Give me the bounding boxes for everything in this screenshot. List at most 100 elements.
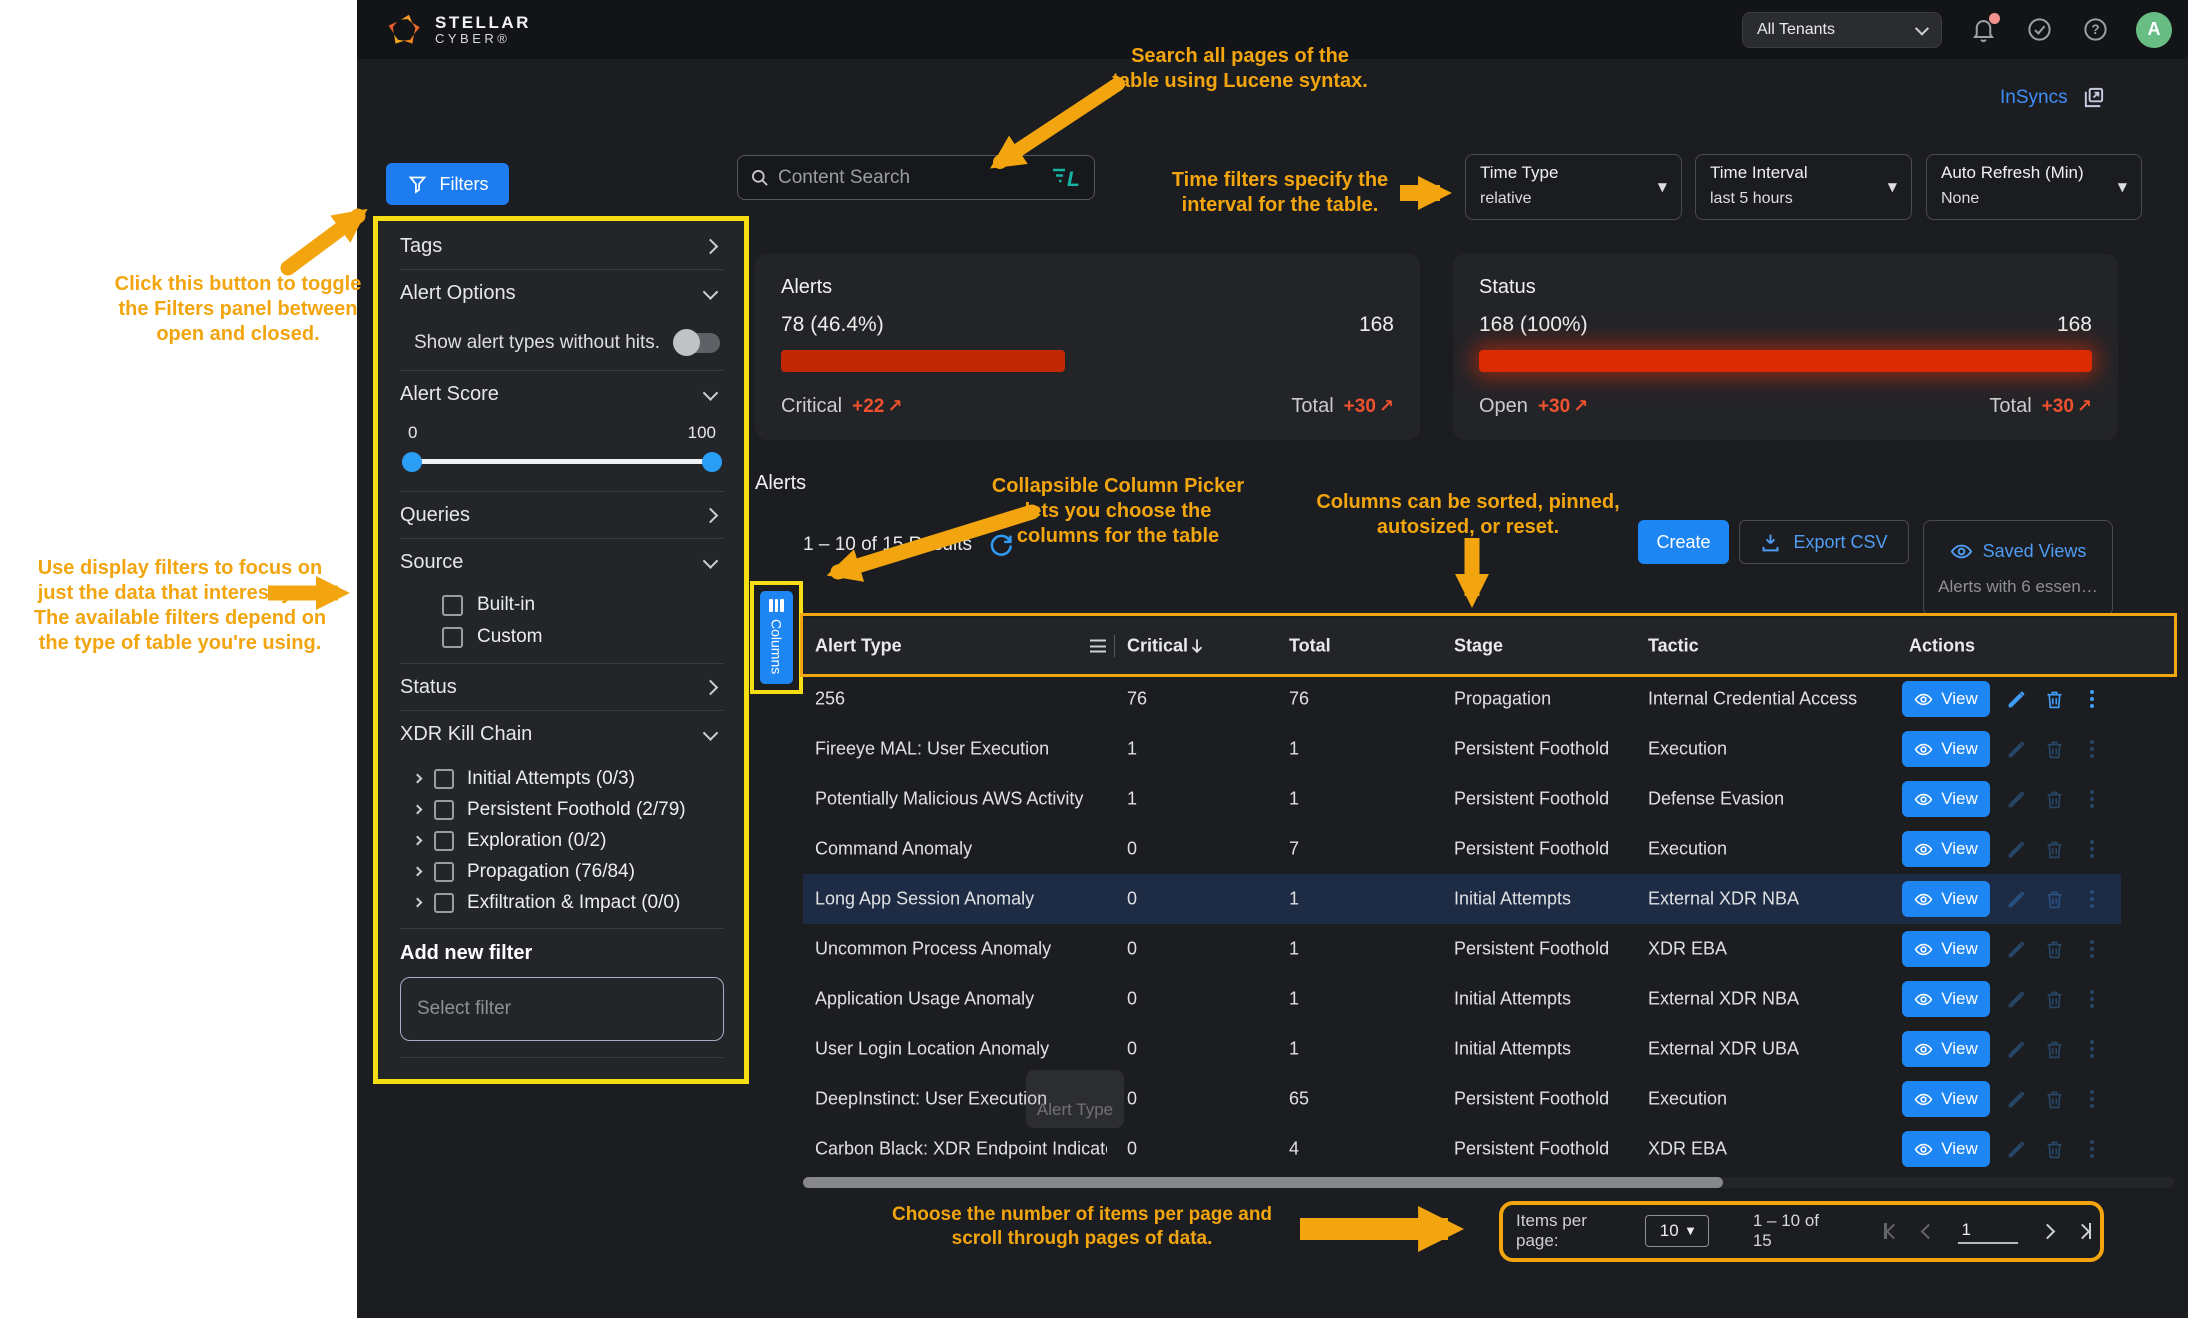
view-button[interactable]: View: [1902, 881, 1990, 917]
filter-section-status[interactable]: Status: [400, 664, 724, 710]
checkbox[interactable]: [434, 768, 454, 789]
source-option[interactable]: Custom: [442, 621, 724, 653]
saved-views-button[interactable]: Saved Views Alerts with 6 essen…: [1923, 520, 2113, 616]
expand-chevron-icon[interactable]: [412, 866, 423, 877]
checkbox[interactable]: [434, 892, 454, 913]
tasks-check-icon[interactable]: [2024, 15, 2054, 45]
table-row[interactable]: Fireeye MAL: User Execution 1 1 Persiste…: [803, 724, 2174, 774]
view-button[interactable]: View: [1902, 1031, 1990, 1067]
kill-chain-item[interactable]: Exploration (0/2): [412, 825, 724, 856]
more-actions-icon[interactable]: [2080, 787, 2104, 811]
table-row[interactable]: DeepInstinct: User Execution 0 65 Persis…: [803, 1074, 2174, 1124]
time-interval-select[interactable]: Time Interval last 5 hours ▼: [1695, 154, 1912, 220]
external-link-icon[interactable]: [2082, 86, 2105, 109]
create-button[interactable]: Create: [1638, 520, 1729, 564]
edit-pencil-icon[interactable]: [2004, 987, 2028, 1011]
insyncs-link[interactable]: InSyncs: [2000, 86, 2068, 108]
checkbox[interactable]: [442, 594, 463, 616]
filter-section-tags[interactable]: Tags: [400, 223, 724, 269]
table-row[interactable]: Application Usage Anomaly 0 1 Initial At…: [803, 974, 2174, 1024]
user-avatar[interactable]: A: [2136, 11, 2172, 48]
page-number-input[interactable]: [1957, 1218, 2018, 1244]
slider-handle-max[interactable]: [702, 451, 722, 472]
filter-section-queries[interactable]: Queries: [400, 492, 724, 538]
filter-section-alert-score[interactable]: Alert Score: [400, 371, 724, 417]
edit-pencil-icon[interactable]: [2004, 737, 2028, 761]
more-actions-icon[interactable]: [2080, 1037, 2104, 1061]
checkbox[interactable]: [434, 799, 454, 820]
edit-pencil-icon[interactable]: [2004, 1137, 2028, 1161]
checkbox[interactable]: [442, 626, 463, 648]
checkbox[interactable]: [434, 861, 454, 882]
delete-trash-icon[interactable]: [2042, 1087, 2066, 1111]
more-actions-icon[interactable]: [2080, 837, 2104, 861]
horizontal-scrollbar-thumb[interactable]: [803, 1177, 1723, 1188]
edit-pencil-icon[interactable]: [2004, 1087, 2028, 1111]
column-header-critical[interactable]: Critical: [1127, 635, 1189, 656]
items-per-page-select[interactable]: 10 ▼: [1645, 1215, 1709, 1247]
column-menu-icon[interactable]: [1090, 639, 1106, 653]
table-row[interactable]: Potentially Malicious AWS Activity 1 1 P…: [803, 774, 2174, 824]
more-actions-icon[interactable]: [2080, 987, 2104, 1011]
more-actions-icon[interactable]: [2080, 687, 2104, 711]
view-button[interactable]: View: [1902, 681, 1990, 717]
expand-chevron-icon[interactable]: [412, 897, 423, 908]
kill-chain-item[interactable]: Persistent Foothold (2/79): [412, 794, 724, 825]
view-button[interactable]: View: [1902, 931, 1990, 967]
table-row[interactable]: Command Anomaly 0 7 Persistent Foothold …: [803, 824, 2174, 874]
delete-trash-icon[interactable]: [2042, 737, 2066, 761]
expand-chevron-icon[interactable]: [412, 804, 423, 815]
table-row[interactable]: Uncommon Process Anomaly 0 1 Persistent …: [803, 924, 2174, 974]
kill-chain-item[interactable]: Propagation (76/84): [412, 856, 724, 887]
more-actions-icon[interactable]: [2080, 737, 2104, 761]
delete-trash-icon[interactable]: [2042, 687, 2066, 711]
table-row[interactable]: Long App Session Anomaly 0 1 Initial Att…: [803, 874, 2174, 924]
delete-trash-icon[interactable]: [2042, 787, 2066, 811]
filters-toggle-button[interactable]: Filters: [386, 163, 509, 205]
kill-chain-item[interactable]: Exfiltration & Impact (0/0): [412, 887, 724, 918]
expand-chevron-icon[interactable]: [412, 835, 423, 846]
delete-trash-icon[interactable]: [2042, 887, 2066, 911]
view-button[interactable]: View: [1902, 1131, 1990, 1167]
delete-trash-icon[interactable]: [2042, 1137, 2066, 1161]
previous-page-button[interactable]: [1920, 1223, 1936, 1239]
filter-section-alert-options[interactable]: Alert Options: [400, 270, 724, 316]
column-header-alert-type[interactable]: Alert Type: [815, 635, 902, 656]
sort-desc-icon[interactable]: [1187, 636, 1207, 656]
export-csv-button[interactable]: Export CSV: [1739, 520, 1909, 564]
view-button[interactable]: View: [1902, 781, 1990, 817]
more-actions-icon[interactable]: [2080, 1137, 2104, 1161]
view-button[interactable]: View: [1902, 981, 1990, 1017]
column-header-total[interactable]: Total: [1289, 635, 1331, 656]
select-filter-input[interactable]: [400, 977, 724, 1041]
table-row[interactable]: Carbon Black: XDR Endpoint Indicato 0 4 …: [803, 1124, 2174, 1174]
filter-section-xdr-kill-chain[interactable]: XDR Kill Chain: [400, 711, 724, 757]
next-page-button[interactable]: [2039, 1223, 2055, 1239]
more-actions-icon[interactable]: [2080, 937, 2104, 961]
help-icon[interactable]: ?: [2080, 15, 2110, 45]
auto-refresh-select[interactable]: Auto Refresh (Min) None ▼: [1926, 154, 2142, 220]
edit-pencil-icon[interactable]: [2004, 1037, 2028, 1061]
last-page-button[interactable]: [2074, 1223, 2092, 1239]
tenant-selector[interactable]: All Tenants: [1742, 11, 1942, 48]
delete-trash-icon[interactable]: [2042, 837, 2066, 861]
column-header-stage[interactable]: Stage: [1454, 635, 1504, 656]
filter-section-source[interactable]: Source: [400, 539, 724, 585]
kill-chain-item[interactable]: Initial Attempts (0/3): [412, 763, 724, 794]
horizontal-scrollbar-track[interactable]: [803, 1177, 2174, 1188]
show-alert-types-toggle[interactable]: [673, 329, 720, 356]
more-actions-icon[interactable]: [2080, 887, 2104, 911]
view-button[interactable]: View: [1902, 1081, 1990, 1117]
edit-pencil-icon[interactable]: [2004, 787, 2028, 811]
delete-trash-icon[interactable]: [2042, 937, 2066, 961]
content-search-input[interactable]: [778, 166, 1042, 189]
delete-trash-icon[interactable]: [2042, 1037, 2066, 1061]
delete-trash-icon[interactable]: [2042, 987, 2066, 1011]
expand-chevron-icon[interactable]: [412, 773, 423, 784]
slider-track[interactable]: [402, 451, 722, 472]
checkbox[interactable]: [434, 830, 454, 851]
time-type-select[interactable]: Time Type relative ▼: [1465, 154, 1682, 220]
source-option[interactable]: Built-in: [442, 589, 724, 621]
edit-pencil-icon[interactable]: [2004, 887, 2028, 911]
first-page-button[interactable]: [1884, 1223, 1901, 1239]
